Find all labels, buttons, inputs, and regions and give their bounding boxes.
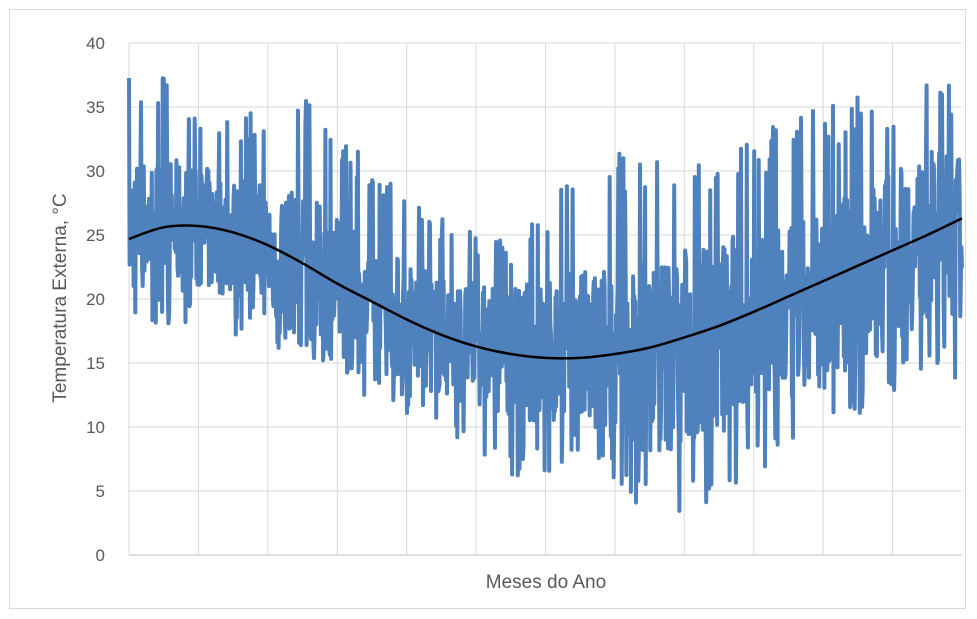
hourly-temperature-series: [127, 76, 964, 513]
y-tick-label: 5: [96, 482, 105, 501]
y-tick-label: 10: [86, 418, 105, 437]
y-axis-title: Temperatura Externa, °C: [50, 193, 71, 402]
y-tick-labels: 0 5 10 15 20 25 30 35 40: [86, 34, 105, 565]
y-tick-label: 0: [96, 546, 105, 565]
y-tick-label: 20: [86, 290, 105, 309]
temperature-series-line: [127, 76, 964, 513]
trend-line: [128, 217, 963, 360]
y-tick-label: 40: [86, 34, 105, 53]
y-tick-label: 35: [86, 98, 105, 117]
x-axis-title: Meses do Ano: [486, 572, 606, 593]
trend-line-group: [128, 217, 963, 360]
y-tick-label: 30: [86, 162, 105, 181]
y-tick-label: 15: [86, 354, 105, 373]
y-tick-label: 25: [86, 226, 105, 245]
